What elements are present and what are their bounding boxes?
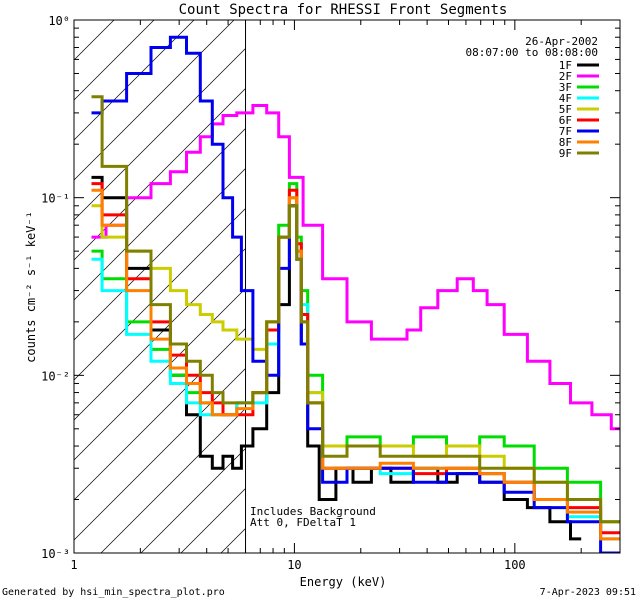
- hatch-line: [74, 367, 246, 541]
- series-3F: [91, 182, 620, 524]
- hatch-line: [74, 20, 235, 181]
- y-tick-label: 10⁻¹: [41, 192, 70, 206]
- hatch-line: [74, 207, 246, 381]
- series-7F: [91, 35, 620, 553]
- x-tick-label: 1: [70, 558, 77, 572]
- hatch-line: [74, 87, 246, 261]
- series-group: [91, 35, 620, 553]
- hatch-line: [74, 47, 246, 221]
- legend-label-7F: 7F: [559, 125, 572, 138]
- legend-label-2F: 2F: [559, 70, 572, 83]
- legend-label-1F: 1F: [559, 59, 572, 72]
- hatch-line: [581, 20, 640, 553]
- annotation-background: Includes Background: [250, 505, 376, 518]
- hatch-line: [621, 20, 640, 553]
- series-8F: [91, 188, 620, 541]
- x-axis-label: Energy (keV): [300, 575, 387, 589]
- hatch-line: [74, 20, 195, 141]
- chart-title: Count Spectra for RHESSI Front Segments: [179, 2, 508, 18]
- hatch-line: [100, 407, 246, 553]
- y-tick-label: 10⁻³: [41, 547, 70, 561]
- y-tick-label: 10⁰: [48, 14, 70, 28]
- hatch-lines: [74, 20, 640, 553]
- legend-label-9F: 9F: [559, 147, 572, 160]
- date-label: 26-Apr-2002: [525, 35, 598, 48]
- hatch-line: [140, 447, 246, 553]
- footer-generated: Generated by hsi_min_spectra_plot.pro: [2, 587, 225, 598]
- series-1F: [91, 175, 582, 541]
- footer-date: 7-Apr-2023 09:51: [540, 587, 636, 598]
- series-2F: [91, 104, 620, 431]
- y-axis: 10⁰ 10⁻¹ 10⁻² 10⁻³: [41, 14, 620, 561]
- plot-frame: [73, 19, 621, 554]
- legend-label-4F: 4F: [559, 92, 572, 105]
- legend-label-5F: 5F: [559, 103, 572, 116]
- background-hatch-region: [74, 20, 640, 553]
- hatch-line: [541, 20, 640, 553]
- y-tick-label: 10⁻²: [41, 369, 70, 383]
- legend-label-8F: 8F: [559, 136, 572, 149]
- series-9F: [91, 95, 620, 524]
- legend-label-3F: 3F: [559, 81, 572, 94]
- hatch-line: [74, 127, 246, 301]
- x-tick-label: 100: [504, 558, 526, 572]
- x-tick-label: 10: [287, 558, 301, 572]
- hatch-line: [74, 247, 246, 421]
- hatch-line: [74, 20, 115, 61]
- hatch-line: [74, 327, 246, 501]
- annotation-attenuator: Att 0, FDeltaT 1: [250, 516, 356, 529]
- y-axis-label: counts cm⁻² s⁻¹ keV⁻¹: [24, 211, 38, 363]
- legend-label-6F: 6F: [559, 114, 572, 127]
- x-axis: 1 10 100: [70, 20, 582, 572]
- time-range-label: 08:07:00 to 08:08:00: [466, 46, 598, 59]
